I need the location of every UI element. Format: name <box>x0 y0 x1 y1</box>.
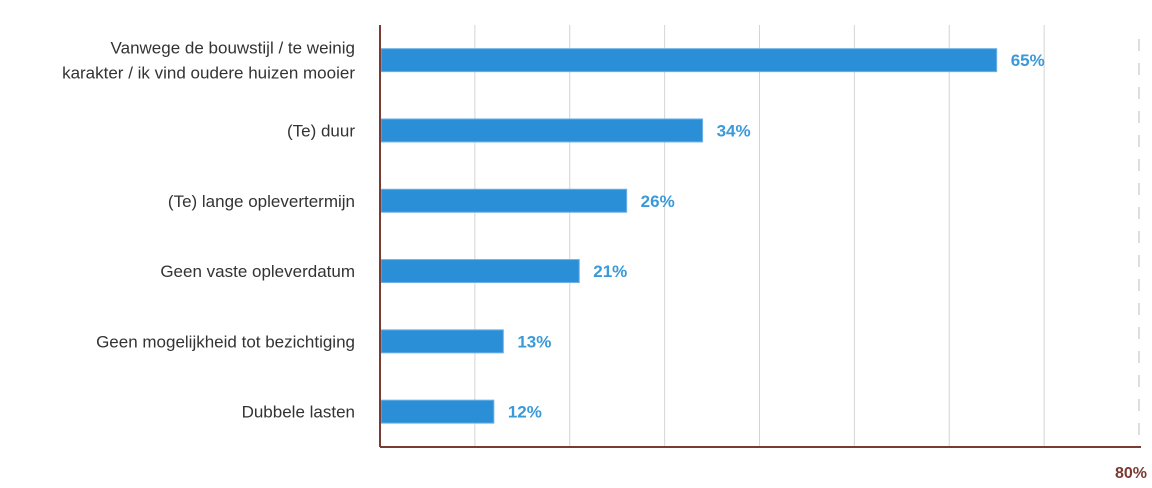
value-label: 21% <box>593 262 627 281</box>
value-label: 12% <box>508 403 542 422</box>
bar <box>380 399 495 424</box>
value-label: 65% <box>1011 51 1045 70</box>
value-label: 26% <box>641 192 675 211</box>
category-label: (Te) duur <box>287 121 355 140</box>
category-labels: Vanwege de bouwstijl / te weinig karakter… <box>62 39 355 422</box>
bar <box>380 329 504 354</box>
x-tick-label: 80% <box>1115 465 1147 482</box>
gridlines <box>474 25 1140 447</box>
bar <box>380 118 704 143</box>
value-label: 34% <box>717 121 751 140</box>
category-label: Geen vaste opleverdatum <box>160 262 355 281</box>
category-label: Vanwege de bouwstijl / te weinig <box>111 39 355 58</box>
category-label: karakter / ik vind oudere huizen mooier <box>62 64 355 83</box>
category-label: (Te) lange oplevertermijn <box>168 192 355 211</box>
value-labels: 65% 34% 26% 21% 13% 12% <box>508 51 1045 422</box>
category-label: Dubbele lasten <box>242 403 355 422</box>
bars <box>380 48 998 424</box>
bar <box>380 188 628 213</box>
bar <box>380 48 998 73</box>
axes: 80% <box>379 25 1147 482</box>
category-label: Geen mogelijkheid tot bezichtiging <box>96 332 355 351</box>
value-label: 13% <box>517 332 551 351</box>
bar <box>380 259 580 284</box>
